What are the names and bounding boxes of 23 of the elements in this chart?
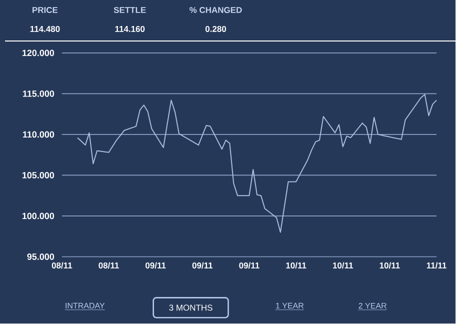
x-tick-label: 08/11 [98,262,119,269]
y-tick-label: 110.000 [22,131,54,138]
x-tick-label: 09/11 [192,262,213,269]
x-tick-label: 08/11 [52,262,72,269]
text: 114.160 [115,26,145,32]
y-tick-label: 95.000 [27,254,54,260]
x-tick-label: 09/11 [239,262,260,269]
text: 0.280 [205,26,226,32]
x-tick-label: 10/11 [286,262,306,269]
x-tick-label: 11/11 [426,262,446,269]
y-tick-label: 100.000 [22,212,54,220]
x-tick-label: 09/11 [146,262,166,269]
text: 3 MONTHS [169,304,212,311]
y-tick-label: 115.000 [22,90,54,98]
text: 114.480 [30,26,60,32]
text: SETTLE [114,7,146,14]
y-tick-label: 105.000 [22,172,54,179]
text: % CHANGED [190,7,242,14]
line-series [77,94,438,233]
x-tick-label: 10/11 [380,262,400,269]
y-tick-label: 120.000 [22,50,54,56]
text: PRICE [32,7,58,14]
x-tick-label: 10/11 [333,262,354,269]
